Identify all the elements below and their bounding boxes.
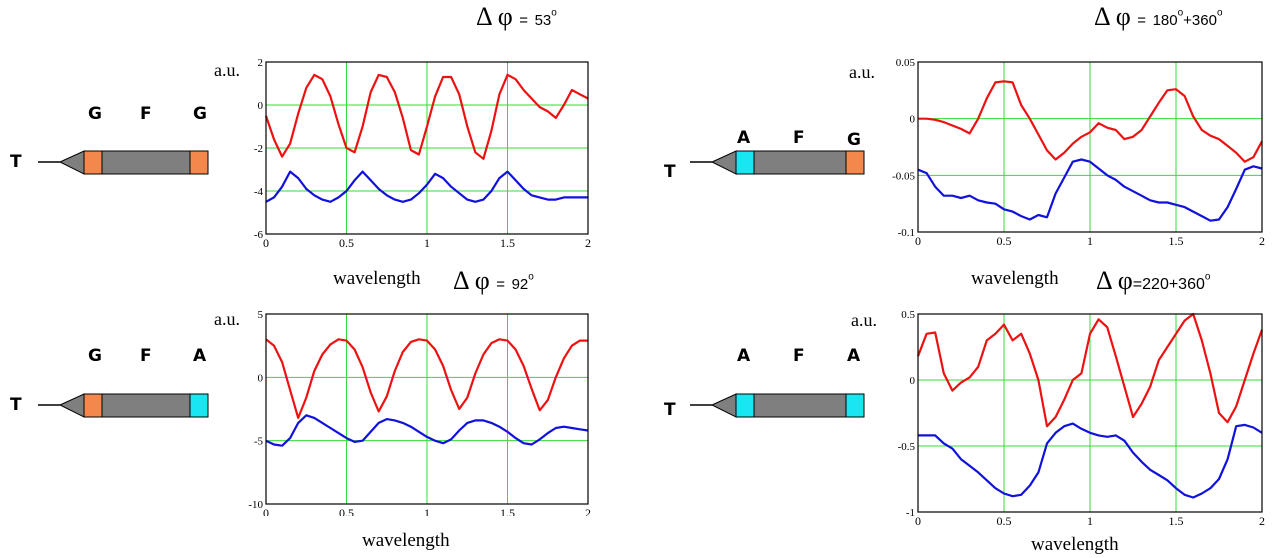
y-tick-label: 0	[258, 372, 264, 384]
phase-label: Δ φ=220+360o	[1096, 266, 1211, 295]
molecule-diagram	[38, 150, 209, 175]
molecule-diagram	[690, 150, 865, 175]
y-tick-label: -6	[254, 229, 264, 241]
molecule-label-left: G	[88, 104, 102, 124]
x-tick-label: 2	[585, 236, 591, 248]
y-tick-label: 0.05	[896, 58, 916, 69]
plot-frame	[265, 61, 589, 235]
y-tick-label: -0.5	[898, 441, 916, 453]
y-tick-label: -2	[254, 143, 263, 155]
molecule-label-middle: F	[793, 128, 805, 148]
plot-frame	[917, 61, 1263, 233]
x-tick-label: 0	[263, 236, 269, 248]
phase-label: Δ φ = 92o	[453, 266, 534, 295]
x-tick-label: 2	[1259, 514, 1265, 528]
series-line-blue	[265, 414, 589, 447]
y-tick-label: -10	[248, 499, 263, 511]
x-tick-label: 0	[915, 514, 921, 528]
x-axis-label: wavelength	[362, 530, 450, 551]
x-tick-label: 0.5	[339, 506, 354, 516]
x-tick-label: 0.5	[997, 234, 1012, 246]
y-tick-label: 0	[258, 100, 264, 112]
x-tick-label: 1.5	[1169, 234, 1184, 246]
line-chart: 0 0.5 1 1.5 2 5 0 -5 -10	[248, 309, 591, 516]
line-chart: 0 0.5 1 1.5 2 2 0 -2 -4 -6	[254, 57, 591, 248]
x-tick-label: 2	[1259, 234, 1265, 246]
y-tick-label: -5	[254, 436, 264, 448]
y-axis-label: a.u.	[849, 62, 875, 82]
y-tick-label: 0	[910, 375, 916, 387]
y-axis-label: a.u.	[214, 309, 240, 329]
x-tick-label: 1	[1087, 514, 1093, 528]
molecule-end-label: T	[10, 152, 22, 172]
y-tick-label: -0.05	[892, 170, 915, 182]
x-tick-label: 1	[1087, 234, 1093, 246]
molecule-end-label: T	[664, 162, 676, 182]
x-tick-label: 0.5	[997, 514, 1012, 528]
y-tick-label: -0.1	[898, 227, 915, 239]
y-tick-label: 0	[910, 114, 916, 126]
x-tick-label: 0	[263, 506, 269, 516]
molecule-diagram	[690, 393, 865, 418]
x-tick-label: 1	[424, 236, 430, 248]
phase-label: Δ φ = 53o	[476, 2, 557, 31]
line-chart: 0 0.5 1 1.5 2 0.05 0 -0.05 -0.1	[892, 58, 1265, 246]
molecule-label-left: G	[88, 346, 102, 366]
molecule-label-right: G	[847, 130, 861, 150]
series-line-red	[918, 80, 1263, 163]
x-tick-label: 1	[424, 506, 430, 516]
line-chart: 0 0.5 1 1.5 2 0.5 0 -0.5 -1	[898, 309, 1265, 528]
y-tick-label: 0.5	[901, 309, 915, 321]
x-tick-label: 1.5	[500, 506, 515, 516]
molecule-label-right: G	[193, 104, 207, 124]
y-tick-label: 5	[258, 309, 264, 321]
series-line-blue	[917, 158, 1263, 222]
molecule-label-left: A	[737, 346, 751, 366]
molecule-end-label: T	[664, 400, 676, 420]
x-axis-label: wavelength	[971, 268, 1059, 289]
plot-frame	[265, 313, 589, 505]
x-tick-label: 0.5	[339, 236, 354, 248]
x-tick-label: 1.5	[1169, 514, 1184, 528]
y-tick-label: 2	[258, 57, 264, 69]
series-line-blue	[918, 422, 1263, 499]
molecule-label-right: A	[193, 346, 207, 366]
phase-label: Δ φ = 180o+360o	[1094, 2, 1223, 31]
series-line-red	[264, 73, 589, 160]
y-tick-label: -4	[254, 186, 264, 198]
x-tick-label: 2	[585, 506, 591, 516]
series-line-red	[265, 338, 588, 419]
y-axis-label: a.u.	[851, 310, 877, 330]
molecule-label-middle: F	[140, 104, 152, 124]
y-tick-label: -1	[906, 507, 915, 519]
molecule-end-label: T	[10, 395, 22, 415]
x-axis-label: wavelength	[1031, 534, 1119, 555]
series-line-blue	[265, 170, 588, 203]
y-axis-label: a.u.	[214, 60, 240, 80]
x-tick-label: 1.5	[500, 236, 515, 248]
x-axis-label: wavelength	[333, 268, 421, 289]
molecule-label-left: A	[737, 128, 751, 148]
molecule-diagram	[38, 393, 209, 418]
plot-frame	[917, 313, 1263, 513]
x-tick-label: 0	[915, 234, 921, 246]
molecule-label-middle: F	[793, 346, 805, 366]
molecule-label-right: A	[847, 346, 861, 366]
series-line-red	[916, 312, 1264, 428]
molecule-label-middle: F	[140, 346, 152, 366]
